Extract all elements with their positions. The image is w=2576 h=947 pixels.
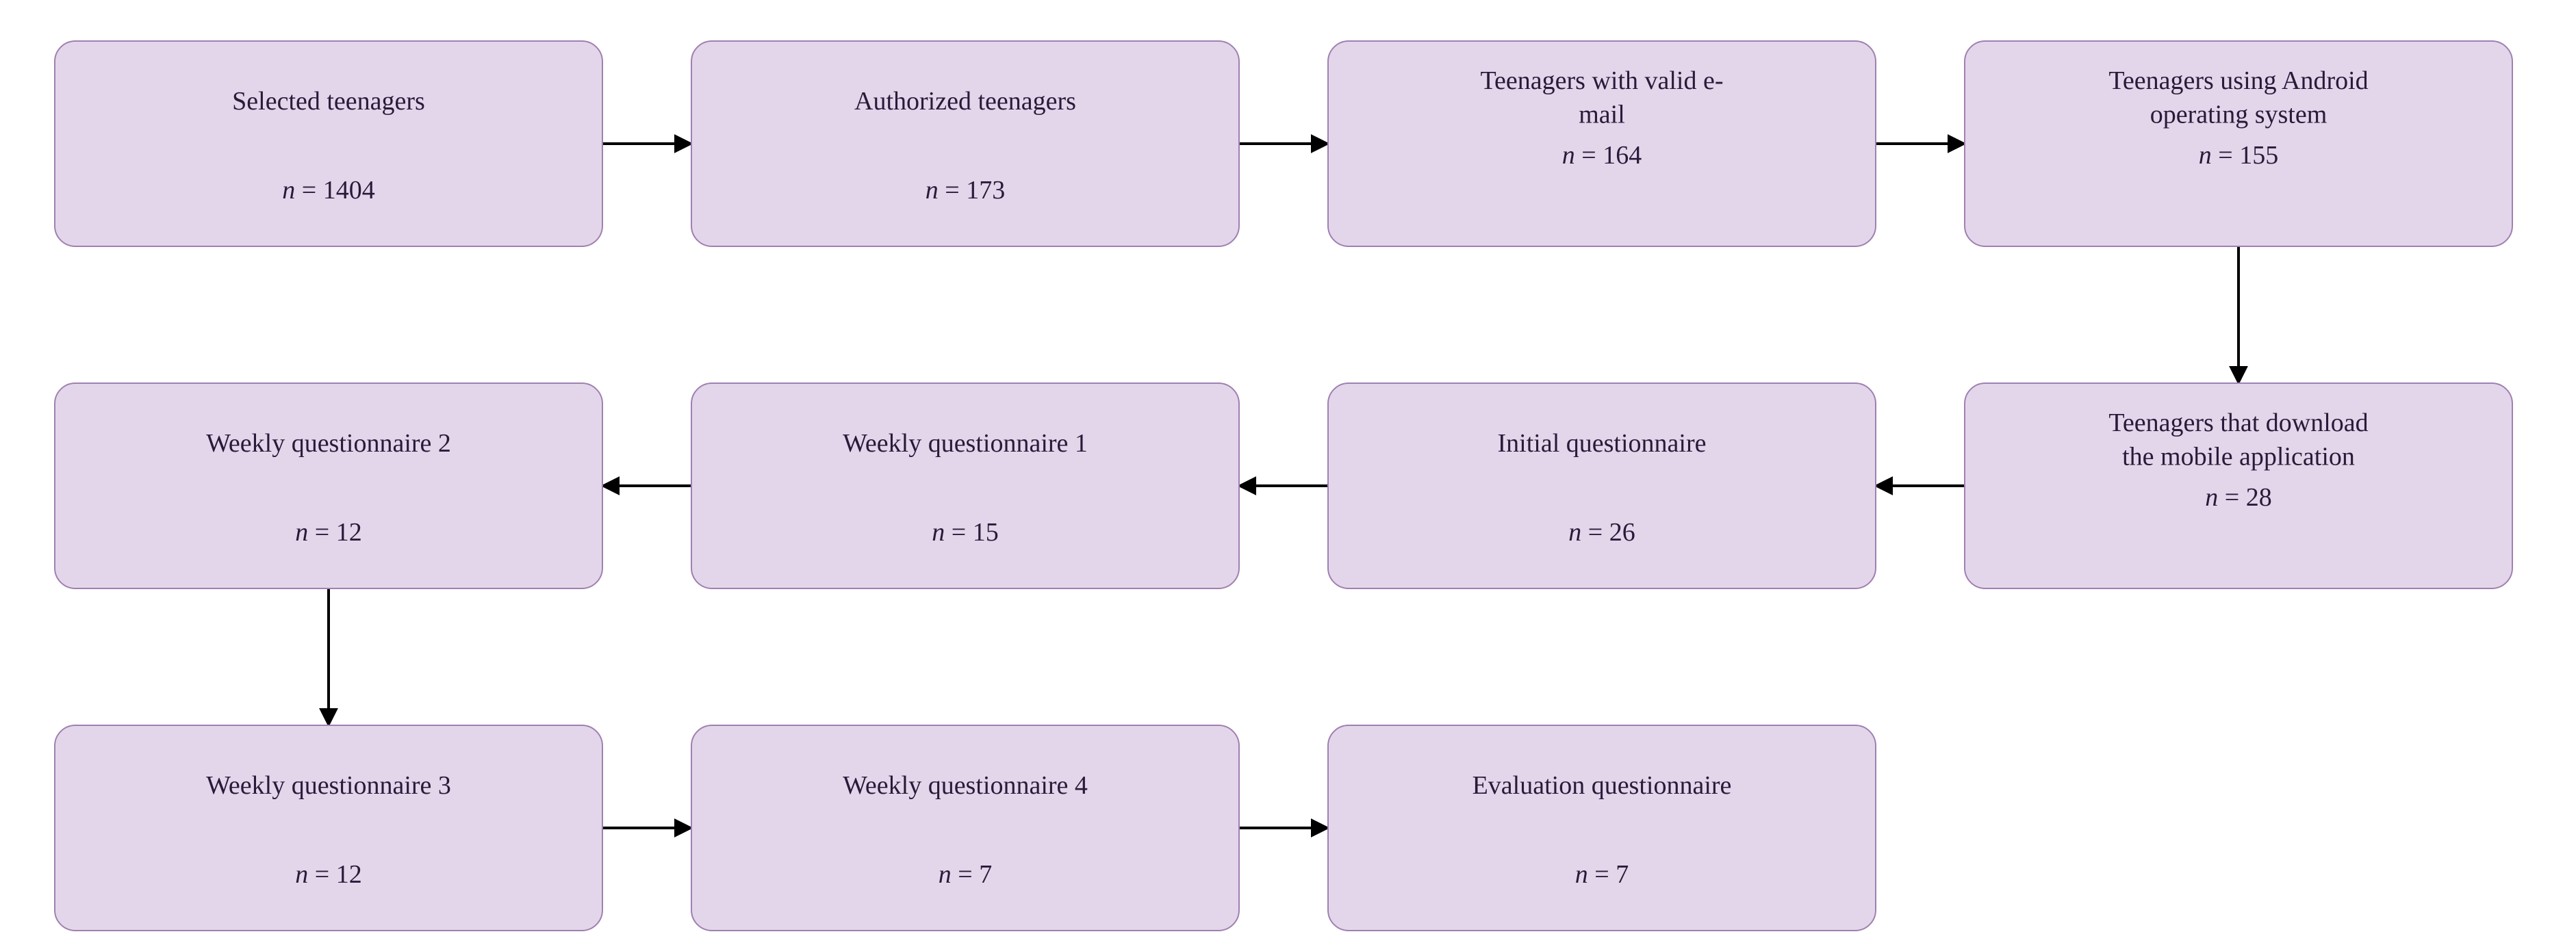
flowchart-canvas: Selected teenagers n = 1404 Authorized tee… [0, 0, 2576, 947]
flow-node: Weekly questionnaire 2 n = 12 [55, 383, 602, 588]
flow-node-title: Weekly questionnaire 3 [206, 771, 451, 800]
flow-node-title: Selected teenagers [232, 87, 425, 116]
flow-node: Teenagers that download the mobile applic… [1965, 383, 2512, 588]
flow-node-box [691, 383, 1239, 588]
flow-node-title: Teenagers with valid e- [1480, 66, 1723, 95]
flow-node: Weekly questionnaire 3 n = 12 [55, 725, 602, 931]
flow-node: Selected teenagers n = 1404 [55, 41, 602, 246]
flow-node-box [55, 725, 602, 931]
flow-node: Teenagers using Android operating system n… [1965, 41, 2512, 246]
flow-node-title: operating system [2150, 100, 2328, 129]
flow-node-count: n = 173 [926, 176, 1005, 205]
flow-node-title: Initial questionnaire [1498, 429, 1707, 458]
flow-node-title: Weekly questionnaire 4 [843, 771, 1088, 800]
flow-node-title: mail [1579, 100, 1625, 129]
flow-node: Evaluation questionnaire n = 7 [1328, 725, 1876, 931]
flow-node-count: n = 28 [2205, 483, 2271, 512]
flow-node-count: n = 164 [1562, 141, 1642, 170]
flow-node: Authorized teenagers n = 173 [691, 41, 1239, 246]
flow-node-box [1328, 383, 1876, 588]
flow-node: Weekly questionnaire 1 n = 15 [691, 383, 1239, 588]
flow-node-count: n = 12 [295, 518, 361, 547]
flow-node-count: n = 12 [295, 860, 361, 889]
flow-node: Teenagers with valid e-mail n = 164 [1328, 41, 1876, 246]
flow-node-box [55, 383, 602, 588]
flow-node-title: Teenagers using Android [2108, 66, 2368, 95]
flow-node-count: n = 26 [1568, 518, 1635, 547]
flow-node-count: n = 155 [2199, 141, 2278, 170]
flow-node: Weekly questionnaire 4 n = 7 [691, 725, 1239, 931]
flow-node-title: Teenagers that download [2108, 408, 2368, 437]
flow-node-box [55, 41, 602, 246]
flow-node-title: Weekly questionnaire 2 [206, 429, 451, 458]
flow-node-title: Weekly questionnaire 1 [843, 429, 1088, 458]
flow-node-box [691, 41, 1239, 246]
flow-node-count: n = 15 [932, 518, 998, 547]
flow-node-title: Evaluation questionnaire [1472, 771, 1732, 800]
flow-node-box [691, 725, 1239, 931]
flow-node-count: n = 7 [939, 860, 992, 889]
flow-node-box [1328, 725, 1876, 931]
flow-node: Initial questionnaire n = 26 [1328, 383, 1876, 588]
flow-node-title: Authorized teenagers [854, 87, 1076, 116]
flow-node-count: n = 7 [1575, 860, 1629, 889]
flow-node-title: the mobile application [2122, 442, 2355, 471]
flow-node-count: n = 1404 [282, 176, 374, 205]
